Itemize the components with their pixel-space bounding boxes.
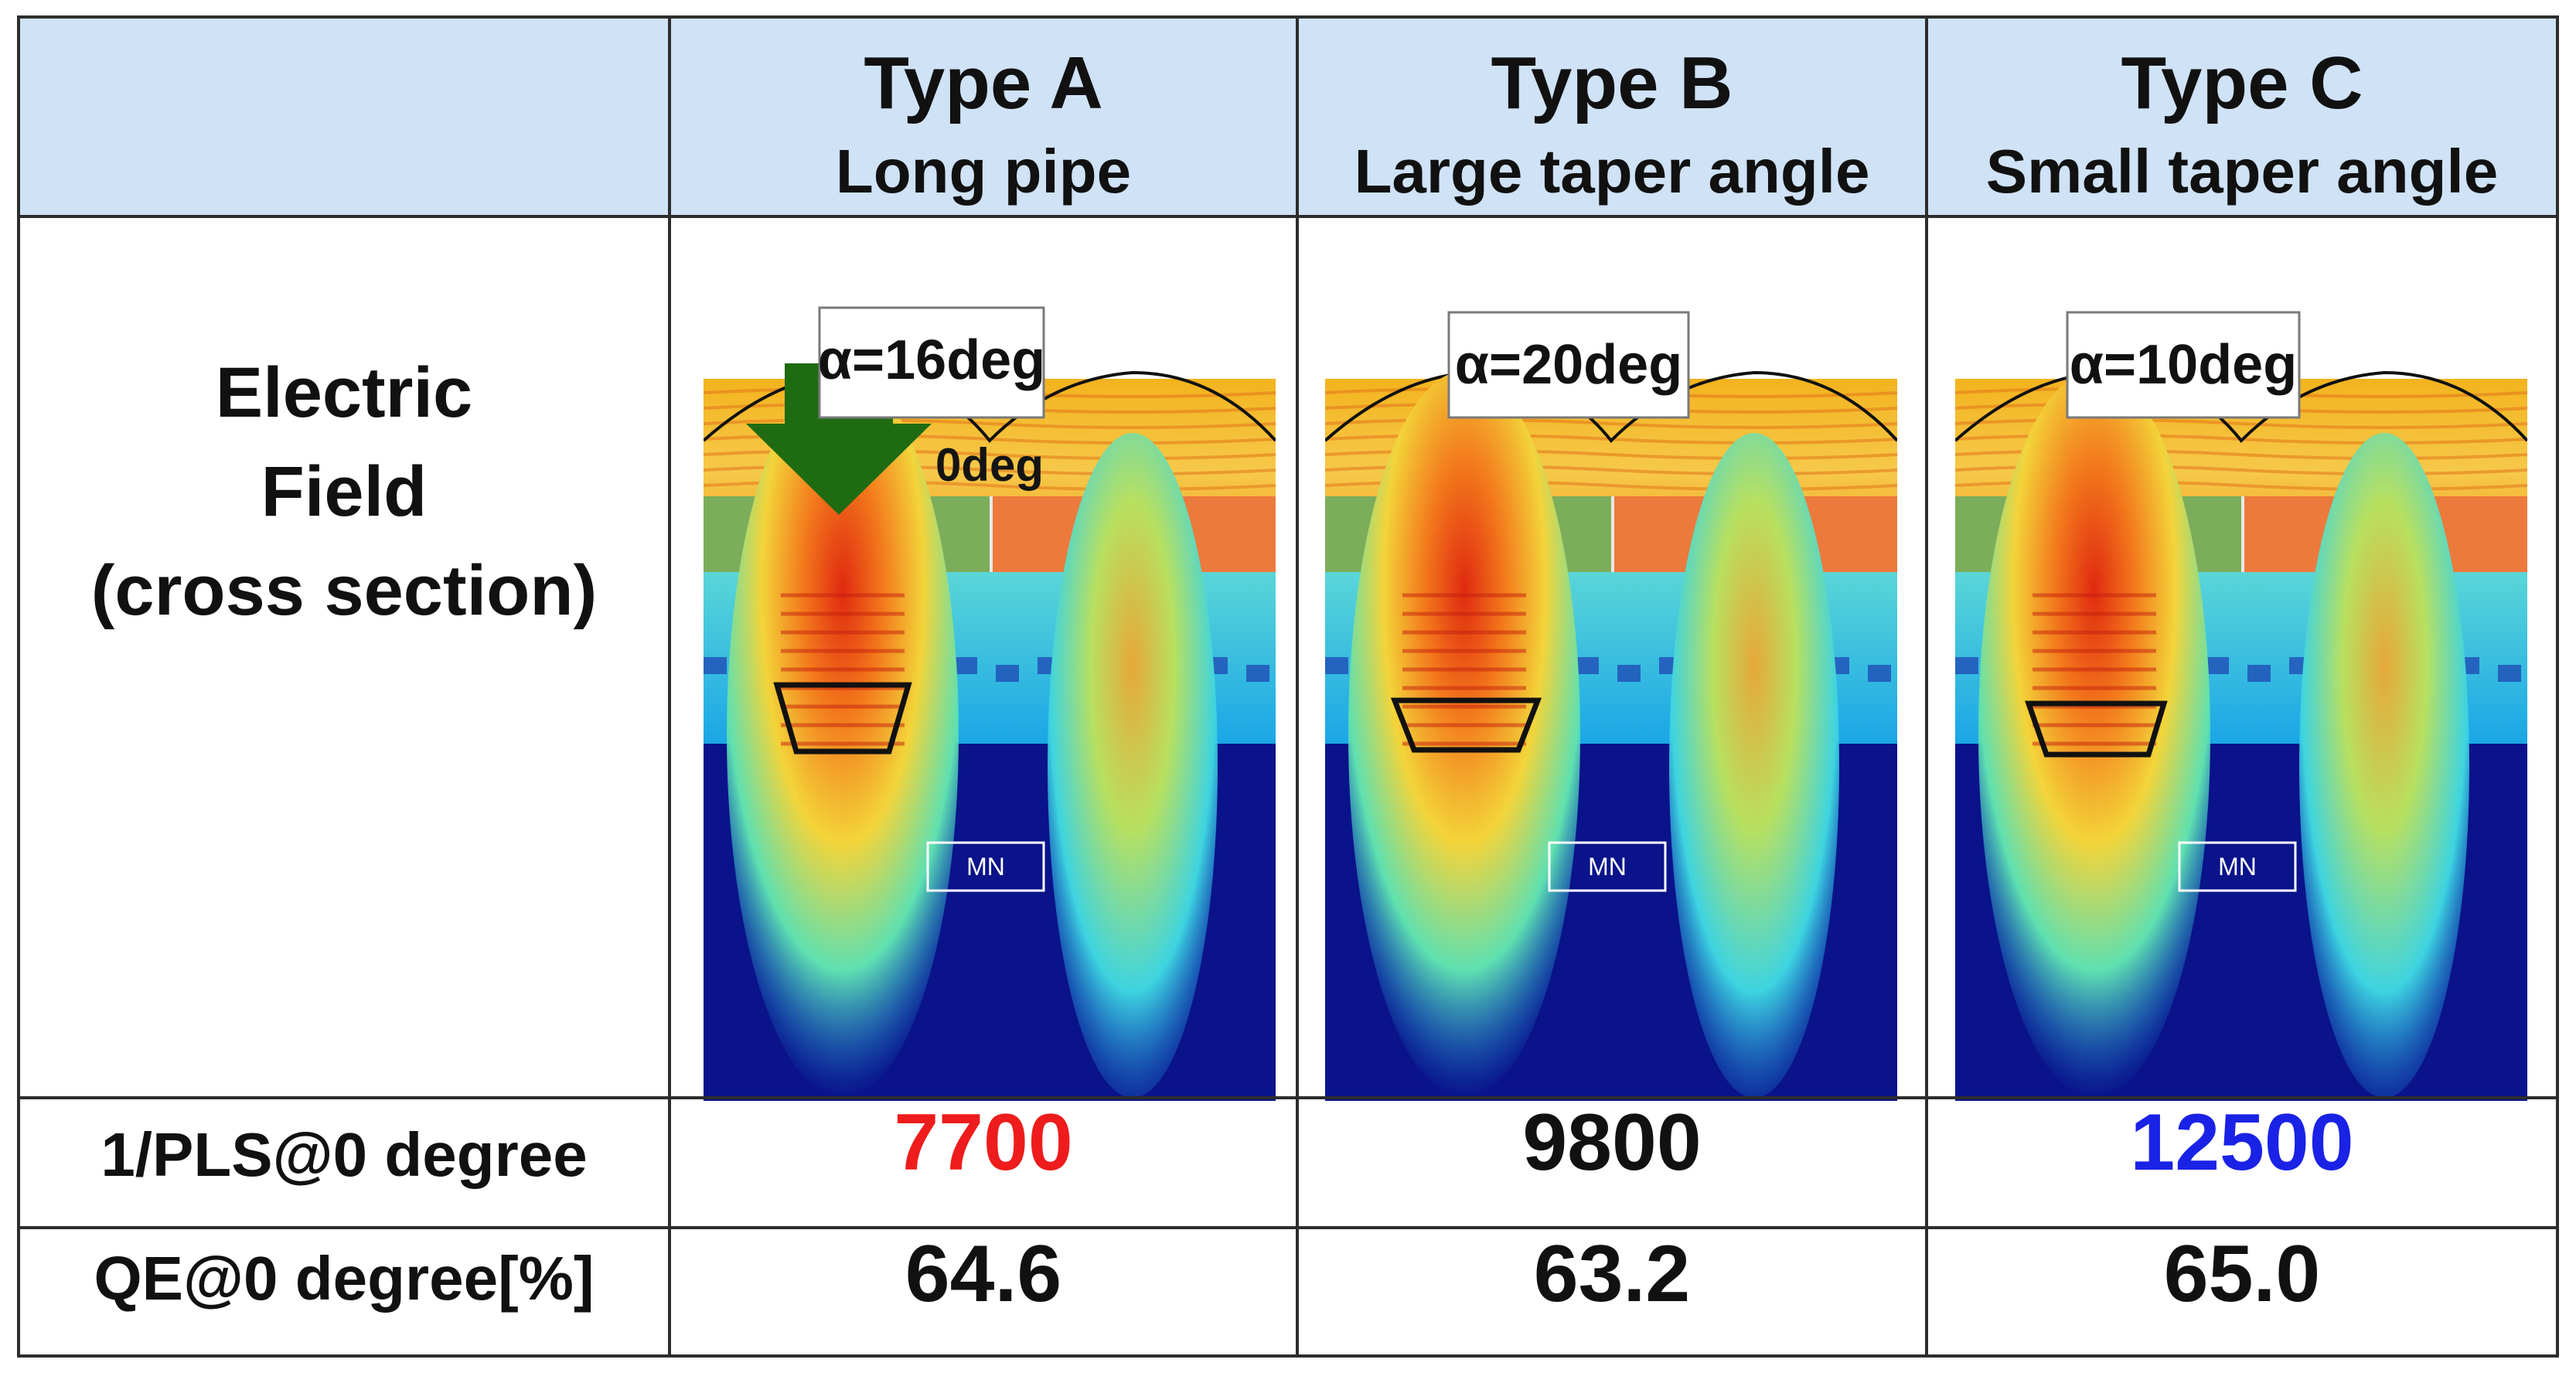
header-type-a: Type A Long pipe (671, 19, 1296, 215)
pls-value-type-b: 9800 (1522, 1098, 1702, 1187)
qe-row-label: QE@0 degree[%] (94, 1244, 595, 1313)
green-pixel-beam (727, 371, 959, 1098)
mn-box (2178, 841, 2297, 892)
field-image-type-c: GreenRedMNα=10deg (1955, 302, 2527, 1101)
type-c-subtitle: Small taper angle (1985, 137, 2499, 206)
grid-line (20, 215, 2556, 218)
wiring-block (1868, 665, 1891, 682)
mn-label: MN (1588, 853, 1627, 881)
wiring-block (2247, 665, 2271, 682)
incidence-angle-label: 0deg (935, 439, 1044, 491)
wiring-block (1325, 657, 1348, 674)
light-pipe-outline (773, 682, 912, 755)
light-pipe-outline (1390, 697, 1542, 753)
alpha-label: α=20deg (1455, 334, 1682, 396)
comparison-table: Type A Long pipe Type B Large taper angl… (17, 15, 2559, 1358)
red-pixel-beam (2299, 433, 2469, 1098)
electric-field-label: Electric Field (cross section) (20, 343, 668, 640)
light-pipe-outline (2025, 700, 2168, 758)
alpha-label: α=10deg (2070, 334, 2297, 396)
wiring-block (1576, 657, 1599, 674)
type-c-title: Type C (2121, 42, 2363, 124)
alpha-box (2066, 311, 2301, 419)
mn-box (926, 841, 1045, 892)
mn-label: MN (966, 853, 1005, 881)
field-svg: GreenRedMNα=10deg (1955, 311, 2527, 1101)
header-row (20, 19, 2556, 215)
alpha-label: α=16deg (818, 329, 1045, 391)
wiring-block (704, 657, 727, 674)
field-image-type-a: GreenRedMN0degα=16deg (704, 302, 1276, 1101)
field-svg: GreenRedMN0degα=16deg (704, 306, 1276, 1101)
wiring-block (2206, 657, 2229, 674)
grid-line (20, 1226, 2556, 1229)
wiring-block (2498, 665, 2521, 682)
grid-line (20, 1096, 2556, 1099)
wiring-block (954, 657, 977, 674)
mn-box (1548, 841, 1667, 892)
type-b-subtitle: Large taper angle (1354, 137, 1870, 206)
alpha-box (1447, 311, 1690, 419)
microlens-outline (1325, 370, 1897, 443)
qe-value-type-a: 64.6 (905, 1229, 1062, 1319)
label-line-3: (cross section) (90, 551, 598, 630)
red-pixel-beam (1669, 433, 1839, 1098)
wiring-block (996, 665, 1019, 682)
wiring-block (1246, 665, 1269, 682)
microlens-outline (1955, 370, 2527, 443)
red-pixel-beam (1048, 433, 1218, 1098)
label-line-2: Field (261, 452, 428, 531)
field-svg: GreenRedMNα=20deg (1325, 311, 1897, 1101)
type-b-title: Type B (1491, 42, 1733, 124)
wiring-block (1617, 665, 1641, 682)
grid-line (1296, 19, 1299, 1354)
wiring-block (1955, 657, 1978, 674)
qe-value-type-c: 65.0 (2163, 1229, 2321, 1319)
green-pixel-beam (1978, 371, 2210, 1098)
green-pixel-beam (1348, 371, 1580, 1098)
type-a-title: Type A (864, 42, 1103, 124)
pls-value-type-a: 7700 (894, 1098, 1073, 1187)
qe-value-type-b: 63.2 (1533, 1229, 1691, 1319)
grid-line (1925, 19, 1928, 1354)
header-type-c: Type C Small taper angle (1928, 19, 2556, 215)
grid-line (668, 19, 671, 1354)
type-a-subtitle: Long pipe (835, 137, 1132, 206)
mn-label: MN (2218, 853, 2257, 881)
field-image-type-b: GreenRedMNα=20deg (1325, 302, 1897, 1101)
pls-value-type-c: 12500 (2130, 1098, 2354, 1187)
alpha-box (818, 306, 1045, 419)
label-line-1: Electric (215, 353, 473, 432)
header-type-b: Type B Large taper angle (1299, 19, 1925, 215)
pls-row-label: 1/PLS@0 degree (101, 1120, 588, 1189)
